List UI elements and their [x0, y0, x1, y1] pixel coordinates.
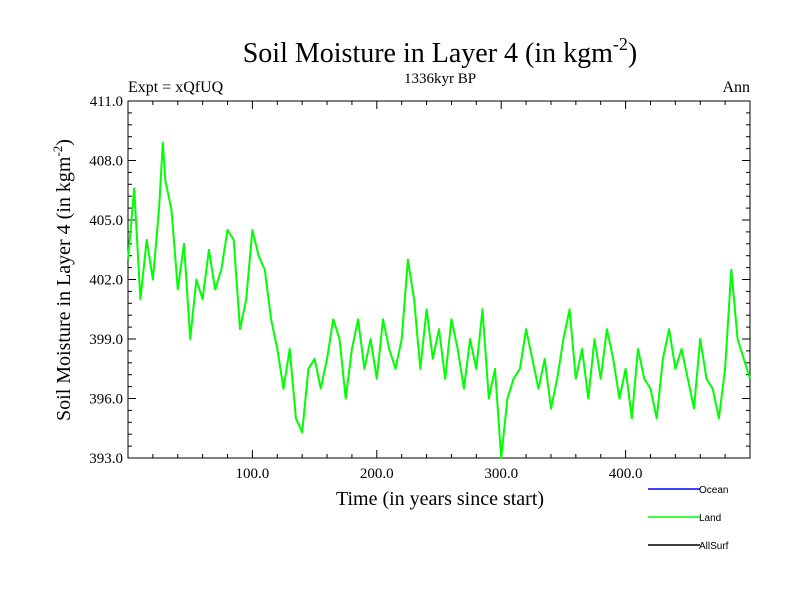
y-tick-label: 396.0: [89, 392, 123, 408]
x-axis-ticks: 100.0 200.0 300.0 400.0: [152, 101, 726, 482]
subtitle-season: Ann: [722, 79, 750, 96]
series-line-land: [127, 141, 751, 459]
x-tick-label: 100.0: [236, 466, 270, 482]
legend: Ocean Land AllSurf: [648, 485, 729, 552]
chart-title-sup: -2: [613, 34, 628, 54]
legend-label-ocean: Ocean: [699, 485, 728, 496]
chart-title-close: ): [628, 38, 637, 69]
y-axis-label-main: Soil Moisture in Layer 4 (in kgm: [53, 156, 75, 421]
y-tick-label: 408.0: [89, 154, 123, 170]
legend-label-allsurf: AllSurf: [699, 541, 729, 552]
y-tick-label: 393.0: [89, 451, 123, 467]
chart-title: Soil Moisture in Layer 4 (in kgm-2): [243, 34, 638, 69]
y-axis-ticks: 393.0 396.0 399.0 402.0 405.0 408.0 411.0: [89, 94, 750, 467]
y-tick-label: 399.0: [89, 332, 123, 348]
x-axis-label: Time (in years since start): [336, 488, 544, 510]
x-tick-label: 400.0: [609, 466, 643, 482]
x-tick-label: 300.0: [484, 466, 518, 482]
y-axis-label-sup: -2: [50, 146, 65, 157]
plot-frame: [127, 100, 751, 459]
legend-label-land: Land: [699, 513, 721, 524]
y-axis-label: Soil Moisture in Layer 4 (in kgm-2): [50, 139, 75, 421]
y-tick-label: 411.0: [90, 94, 123, 110]
series-layer: [127, 141, 751, 459]
y-tick-label: 402.0: [89, 273, 123, 289]
subtitle-period: 1336kyr BP: [404, 71, 476, 87]
chart-title-main: Soil Moisture in Layer 4 (in kgm: [243, 38, 613, 69]
x-tick-label: 200.0: [360, 466, 394, 482]
subtitle-experiment: Expt = xQfUQ: [128, 79, 224, 96]
y-tick-label: 405.0: [89, 213, 123, 229]
y-axis-label-close: ): [53, 139, 75, 146]
